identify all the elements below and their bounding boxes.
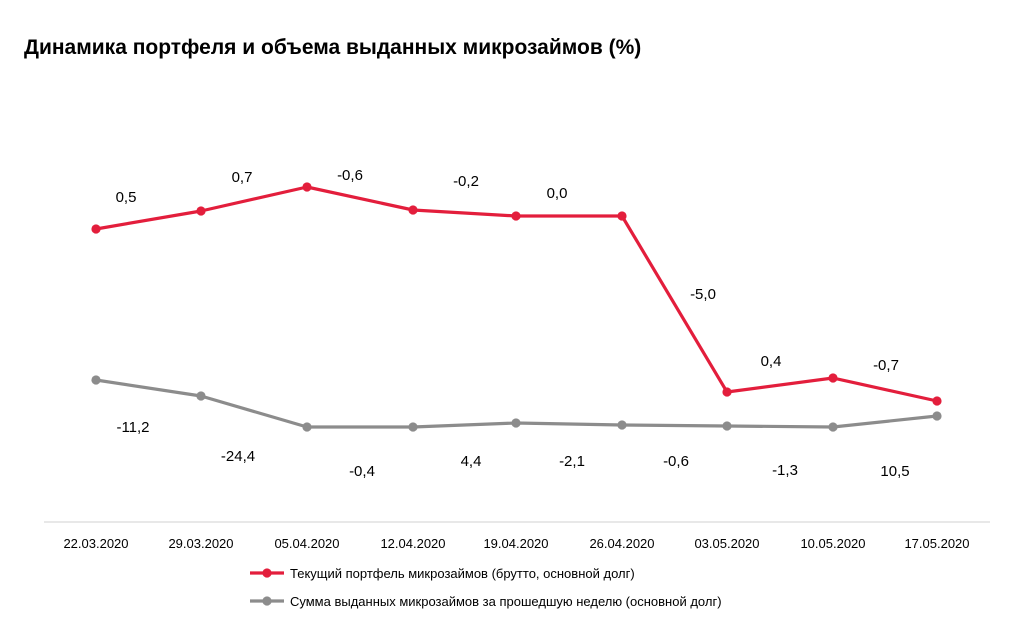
series-1-point bbox=[302, 182, 312, 192]
series-2-point bbox=[408, 422, 418, 432]
series-layer: 0,5 0,7 -0,6 -0,2 0,0 -5,0 0,4 -0,7 -11,2 -24,4 -0… bbox=[91, 167, 942, 480]
series-2-data-label: -0,6 bbox=[663, 453, 689, 470]
series-1-point bbox=[511, 211, 521, 221]
x-tick-label: 17.05.2020 bbox=[904, 536, 969, 551]
series-2-data-label: 10,5 bbox=[880, 463, 909, 480]
series-1-point bbox=[932, 396, 942, 406]
series-1-point bbox=[408, 205, 418, 215]
legend-swatch-marker bbox=[262, 568, 272, 578]
series-2-data-label: -0,4 bbox=[349, 463, 375, 480]
series-2-point bbox=[932, 411, 942, 421]
series-2-point bbox=[617, 420, 627, 430]
series-2-data-label: -2,1 bbox=[559, 453, 585, 470]
series-2-point bbox=[91, 375, 101, 385]
series-1-data-label: 0,0 bbox=[547, 185, 568, 202]
chart-title: Динамика портфеля и объема выданных микр… bbox=[24, 36, 642, 59]
legend-swatch-marker bbox=[262, 596, 272, 606]
series-2: -11,2 -24,4 -0,4 4,4 -2,1 -0,6 -1,3 10,5 bbox=[91, 375, 942, 480]
series-1-data-label: 0,4 bbox=[761, 353, 782, 370]
series-1-data-label: 0,5 bbox=[116, 189, 137, 206]
series-1: 0,5 0,7 -0,6 -0,2 0,0 -5,0 0,4 -0,7 bbox=[91, 167, 942, 406]
legend-label: Сумма выданных микрозаймов за прошедшую … bbox=[290, 594, 722, 609]
series-1-data-label: -0,6 bbox=[337, 167, 363, 184]
legend: Текущий портфель микрозаймов (брутто, ос… bbox=[250, 566, 722, 609]
x-tick-labels: 22.03.2020 29.03.2020 05.04.2020 12.04.2020… bbox=[63, 536, 969, 551]
series-2-data-label: -24,4 bbox=[221, 448, 255, 465]
series-2-point bbox=[302, 422, 312, 432]
series-1-data-label: -5,0 bbox=[690, 286, 716, 303]
series-1-point bbox=[91, 224, 101, 234]
series-2-data-label: -1,3 bbox=[772, 462, 798, 479]
x-tick-label: 05.04.2020 bbox=[274, 536, 339, 551]
series-1-data-label: 0,7 bbox=[232, 169, 253, 186]
series-1-point bbox=[722, 387, 732, 397]
x-tick-label: 29.03.2020 bbox=[168, 536, 233, 551]
series-2-point bbox=[196, 391, 206, 401]
x-tick-label: 03.05.2020 bbox=[694, 536, 759, 551]
series-1-data-label: -0,7 bbox=[873, 357, 899, 374]
legend-item-1: Текущий портфель микрозаймов (брутто, ос… bbox=[250, 566, 635, 581]
x-tick-label: 19.04.2020 bbox=[483, 536, 548, 551]
series-2-point bbox=[511, 418, 521, 428]
series-1-point bbox=[828, 373, 838, 383]
x-tick-label: 10.05.2020 bbox=[800, 536, 865, 551]
series-1-point bbox=[617, 211, 627, 221]
series-2-data-label: -11,2 bbox=[116, 419, 149, 436]
x-tick-label: 26.04.2020 bbox=[589, 536, 654, 551]
series-1-point bbox=[196, 206, 206, 216]
series-2-data-label: 4,4 bbox=[461, 453, 482, 470]
legend-label: Текущий портфель микрозаймов (брутто, ос… bbox=[290, 566, 635, 581]
series-1-data-label: -0,2 bbox=[453, 173, 479, 190]
series-2-point bbox=[722, 421, 732, 431]
x-tick-label: 22.03.2020 bbox=[63, 536, 128, 551]
x-tick-label: 12.04.2020 bbox=[380, 536, 445, 551]
series-2-point bbox=[828, 422, 838, 432]
legend-item-2: Сумма выданных микрозаймов за прошедшую … bbox=[250, 594, 722, 609]
